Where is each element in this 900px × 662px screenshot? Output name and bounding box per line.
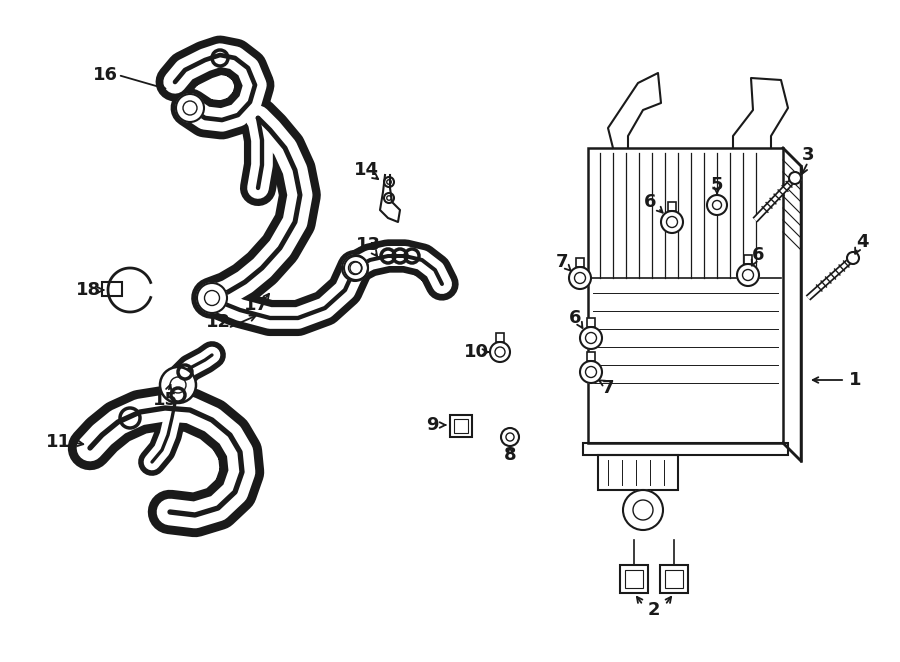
Bar: [587, 352, 595, 361]
Bar: [576, 258, 584, 267]
Circle shape: [737, 264, 759, 286]
Text: 6: 6: [752, 246, 764, 264]
Circle shape: [789, 172, 801, 184]
Text: 11: 11: [46, 433, 70, 451]
Bar: [744, 255, 752, 264]
Circle shape: [623, 490, 663, 530]
Bar: [496, 333, 504, 342]
Text: 1: 1: [849, 371, 861, 389]
Bar: [665, 570, 683, 588]
Bar: [668, 202, 676, 211]
Bar: [587, 352, 595, 361]
Bar: [450, 415, 472, 437]
Bar: [454, 419, 468, 433]
Circle shape: [501, 428, 519, 446]
Circle shape: [384, 177, 394, 187]
Circle shape: [160, 367, 196, 403]
Bar: [660, 565, 688, 593]
Text: 2: 2: [648, 601, 661, 619]
Bar: [587, 318, 595, 327]
Bar: [660, 565, 688, 593]
Text: 4: 4: [856, 233, 868, 251]
Text: 6: 6: [644, 193, 656, 211]
Circle shape: [108, 285, 116, 293]
Circle shape: [847, 252, 859, 264]
Bar: [450, 415, 472, 437]
Text: 14: 14: [354, 161, 379, 179]
Circle shape: [384, 193, 394, 203]
Circle shape: [661, 211, 683, 233]
Bar: [102, 282, 122, 296]
Text: 8: 8: [504, 446, 517, 464]
Text: 18: 18: [76, 281, 101, 299]
Text: 7: 7: [556, 253, 568, 271]
Bar: [668, 202, 676, 211]
Circle shape: [580, 361, 602, 383]
Text: 5: 5: [711, 176, 724, 194]
Circle shape: [569, 267, 591, 289]
Bar: [625, 570, 643, 588]
Text: 15: 15: [152, 391, 177, 409]
Circle shape: [344, 256, 368, 280]
Text: 16: 16: [93, 66, 118, 84]
Circle shape: [490, 342, 510, 362]
Circle shape: [580, 327, 602, 349]
Text: 13: 13: [356, 236, 381, 254]
Circle shape: [176, 94, 204, 122]
Circle shape: [197, 283, 227, 313]
Bar: [576, 258, 584, 267]
Bar: [102, 282, 122, 296]
Text: 12: 12: [205, 313, 230, 331]
Text: 9: 9: [426, 416, 438, 434]
Text: 7: 7: [602, 379, 614, 397]
Text: 3: 3: [802, 146, 814, 164]
Text: 17: 17: [244, 296, 268, 314]
Bar: [598, 455, 678, 490]
Bar: [620, 565, 648, 593]
Bar: [744, 255, 752, 264]
Bar: [620, 565, 648, 593]
Text: 10: 10: [464, 343, 489, 361]
Bar: [588, 148, 783, 443]
Bar: [583, 443, 788, 455]
Bar: [587, 318, 595, 327]
Bar: [496, 333, 504, 342]
Circle shape: [707, 195, 727, 215]
Circle shape: [342, 255, 368, 281]
Text: 6: 6: [569, 309, 581, 327]
